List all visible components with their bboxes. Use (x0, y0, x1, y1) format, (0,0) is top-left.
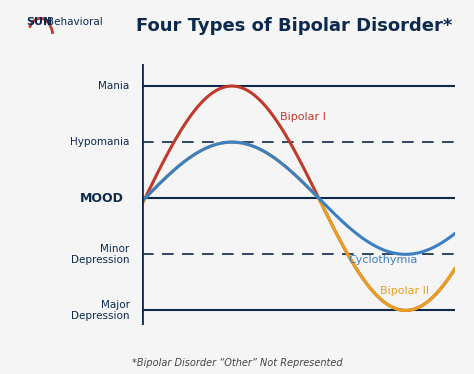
Text: Hypomania: Hypomania (70, 137, 130, 147)
Text: Mania: Mania (99, 81, 130, 91)
Text: *Bipolar Disorder “Other” Not Represented: *Bipolar Disorder “Other” Not Represente… (132, 358, 342, 368)
Text: Cyclothymia: Cyclothymia (349, 255, 418, 264)
Text: Four Types of Bipolar Disorder*: Four Types of Bipolar Disorder* (136, 17, 452, 35)
Text: Major
Depression: Major Depression (71, 300, 130, 321)
Text: MOOD: MOOD (80, 192, 123, 205)
Text: SUN: SUN (26, 17, 52, 27)
Text: Minor
Depression: Minor Depression (71, 243, 130, 265)
Text: Bipolar I: Bipolar I (280, 112, 326, 122)
Text: Bipolar II: Bipolar II (380, 286, 429, 295)
Text: Behavioral: Behavioral (47, 17, 103, 27)
